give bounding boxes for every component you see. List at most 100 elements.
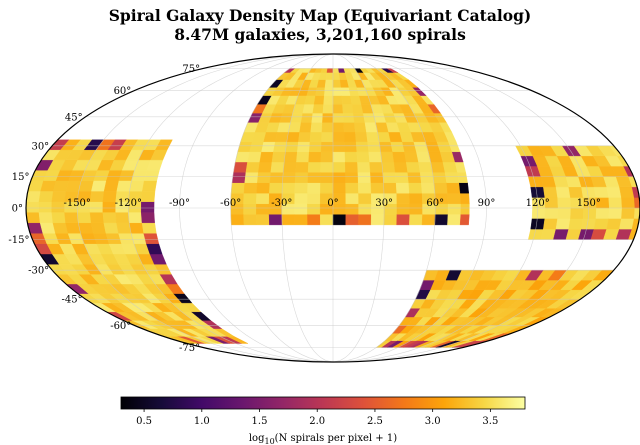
density-pixel [595, 207, 610, 219]
density-pixel [90, 222, 107, 234]
density-pixel [460, 192, 470, 205]
density-pixel [258, 161, 273, 173]
colorbar-tick-label: 0.5 [136, 416, 152, 427]
density-pixel [444, 172, 460, 183]
density-pixel [307, 161, 322, 173]
density-pixel [633, 207, 640, 219]
longitude-tick-label: 90° [478, 198, 496, 209]
colorbar-tick-label: 2.0 [309, 416, 325, 427]
density-pixel [345, 203, 359, 215]
density-pixel [332, 95, 343, 105]
density-pixel [332, 112, 344, 123]
density-pixel [103, 222, 119, 234]
density-pixel [568, 186, 584, 198]
density-pixel [268, 214, 283, 226]
density-pixel [230, 214, 245, 226]
density-pixel [89, 190, 105, 202]
density-pixel [621, 197, 636, 209]
density-pixel [457, 172, 468, 183]
density-pixel [322, 112, 334, 123]
density-pixel [393, 161, 408, 173]
density-pixel [115, 211, 130, 224]
density-pixel [332, 79, 342, 88]
density-pixel [432, 172, 447, 183]
density-pixel [320, 172, 334, 183]
density-pixel [64, 211, 79, 224]
density-pixel [286, 131, 300, 143]
latitude-tick-label: 60° [114, 86, 132, 97]
colorbar-tick-label: 1.0 [194, 416, 210, 427]
density-pixel [458, 182, 470, 194]
density-pixel [608, 207, 623, 219]
density-pixel [582, 207, 597, 219]
colorbar-tick-label: 3.0 [425, 416, 441, 427]
longitude-tick-label: 150° [577, 198, 601, 209]
density-pixel [345, 214, 359, 226]
density-pixel [332, 182, 346, 194]
density-pixel [320, 151, 334, 163]
density-pixel [307, 192, 321, 205]
density-pixel [141, 222, 157, 234]
density-pixel [357, 182, 372, 194]
density-pixel [129, 180, 145, 192]
latitude-tick-label: 45° [65, 112, 83, 123]
density-pixel [370, 172, 384, 183]
density-pixel [621, 207, 636, 219]
density-pixel [294, 214, 308, 226]
density-pixel [312, 103, 324, 114]
density-pixel [606, 218, 622, 230]
density-pixel [358, 192, 372, 205]
density-pixel [295, 161, 309, 173]
density-pixel [299, 122, 312, 133]
colorbar-ticks: 0.5 1.0 1.5 2.0 2.5 3.0 3.5 [136, 409, 498, 427]
density-pixel [332, 103, 344, 114]
density-pixel [311, 112, 324, 123]
latitude-tick-label: -45° [61, 295, 82, 306]
density-pixel [419, 172, 435, 183]
density-pixel [543, 186, 558, 198]
density-pixel [243, 192, 257, 205]
density-pixel [433, 182, 448, 194]
longitude-tick-label: 30° [375, 198, 393, 209]
density-pixel [294, 182, 309, 194]
density-pixel [261, 141, 276, 153]
density-pixel [383, 182, 397, 194]
density-pixel [89, 211, 105, 224]
chart-title: Spiral Galaxy Density Map (Equivariant C… [108, 6, 532, 25]
density-pixel [344, 161, 359, 173]
density-pixel [570, 207, 584, 219]
density-pixel [382, 172, 397, 183]
density-pixel [302, 103, 315, 114]
density-pixel [285, 141, 299, 153]
density-pixel [233, 161, 248, 173]
density-pixel [343, 122, 356, 133]
density-pixel [38, 211, 54, 224]
density-pixel [366, 131, 380, 143]
latitude-tick-label: -75° [179, 343, 200, 354]
density-pixel [405, 161, 421, 173]
density-pixel [282, 161, 297, 173]
density-pixel [409, 203, 423, 215]
latitude-tick-label: -15° [8, 235, 29, 246]
density-pixel [530, 218, 546, 230]
density-pixel [256, 203, 270, 215]
density-pixel [355, 131, 368, 143]
density-pixel [325, 72, 334, 80]
density-pixel [116, 180, 132, 192]
density-pixel [313, 95, 325, 105]
density-pixel [409, 214, 423, 226]
longitude-labels: -150° -120° -90° -60° -30° 0° 30° 60° 90° 120° 150… [63, 198, 600, 209]
density-pixel [446, 182, 461, 194]
density-pixel [396, 192, 410, 205]
density-pixel [308, 141, 322, 153]
density-pixel [282, 172, 296, 183]
longitude-tick-label: 0° [327, 198, 338, 209]
density-pixel [326, 68, 334, 73]
density-pixel [378, 141, 393, 153]
density-pixel [142, 180, 158, 192]
density-pixel [392, 151, 407, 163]
density-pixel [608, 197, 623, 209]
density-pixel [52, 222, 69, 234]
density-pixel [78, 222, 94, 234]
